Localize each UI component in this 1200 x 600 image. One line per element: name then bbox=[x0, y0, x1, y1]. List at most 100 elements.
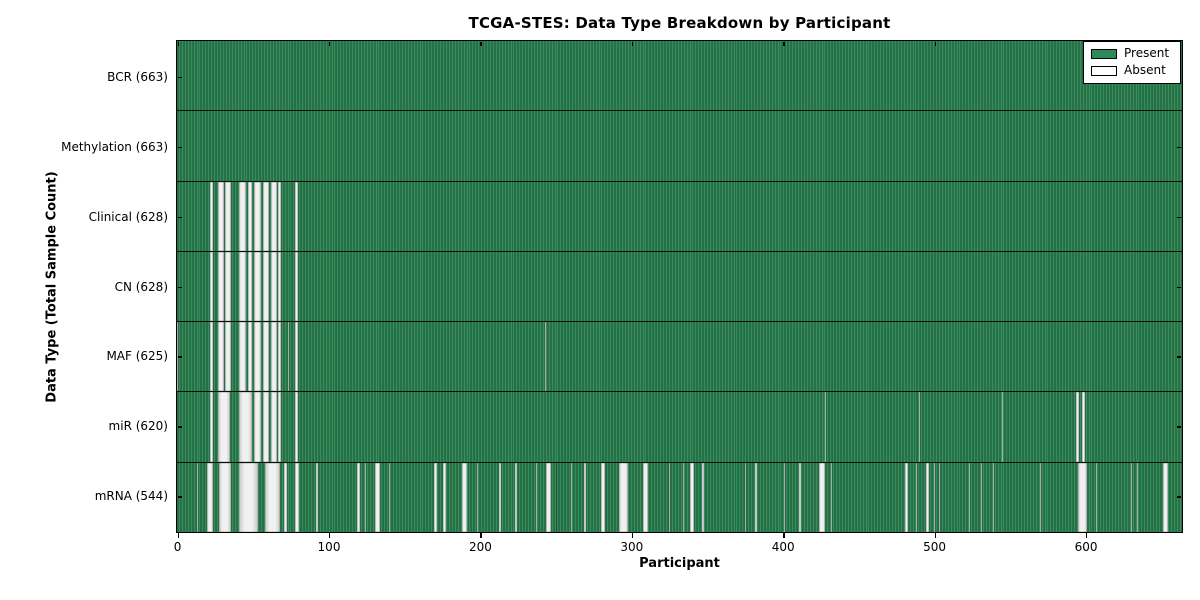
absent-stripe bbox=[316, 462, 318, 532]
absent-stripe bbox=[217, 322, 224, 392]
row-Clinical bbox=[177, 181, 1182, 252]
absent-stripe bbox=[239, 181, 247, 251]
y-tick-label-Clinical: Clinical (628) bbox=[88, 209, 168, 224]
absent-stripe bbox=[702, 462, 704, 532]
absent-stripe bbox=[1130, 462, 1133, 532]
chart-title: TCGA-STES: Data Type Breakdown by Partic… bbox=[468, 14, 891, 32]
absent-stripe bbox=[934, 462, 936, 532]
row-mRNA bbox=[177, 462, 1182, 532]
y-tick-label-Methylation: Methylation (663) bbox=[61, 139, 168, 154]
absent-stripe bbox=[210, 251, 213, 322]
absent-stripe bbox=[278, 251, 282, 322]
absent-stripe bbox=[1077, 462, 1087, 532]
y-tick-label-CN: CN (628) bbox=[114, 279, 168, 294]
x-tick-top bbox=[631, 41, 634, 47]
absent-stripe bbox=[915, 462, 918, 532]
absent-stripe bbox=[1082, 392, 1086, 462]
absent-stripe bbox=[619, 462, 628, 532]
x-axis-label: Participant bbox=[639, 556, 720, 571]
x-tick bbox=[934, 533, 936, 538]
absent-stripe bbox=[544, 322, 547, 392]
x-tick bbox=[480, 533, 482, 538]
absent-stripe bbox=[755, 462, 757, 532]
absent-stripe bbox=[295, 181, 298, 251]
absent-stripe bbox=[270, 251, 277, 322]
absent-stripe bbox=[461, 462, 468, 532]
absent-stripe bbox=[295, 462, 300, 532]
absent-stripe bbox=[248, 322, 253, 392]
absent-stripe bbox=[1076, 392, 1079, 462]
row-CN bbox=[177, 251, 1182, 323]
absent-stripe bbox=[993, 462, 995, 532]
absent-stripe bbox=[196, 462, 198, 532]
x-tick-label: 600 bbox=[1074, 540, 1098, 554]
legend-item-present: Present bbox=[1091, 47, 1173, 60]
absent-stripe bbox=[690, 462, 695, 532]
absent-stripe bbox=[669, 462, 671, 532]
absent-stripe bbox=[799, 462, 801, 532]
x-tick-label: 400 bbox=[771, 540, 795, 554]
absent-stripe bbox=[239, 462, 259, 532]
absent-stripe bbox=[254, 181, 262, 251]
absent-stripe bbox=[263, 181, 269, 251]
y-tick-left bbox=[177, 216, 183, 218]
y-tick-label-BCR: BCR (663) bbox=[107, 69, 168, 84]
x-tick-label: 200 bbox=[468, 540, 492, 554]
x-tick-top bbox=[783, 41, 785, 47]
y-tick-right bbox=[1176, 426, 1182, 428]
plot-area bbox=[176, 40, 1183, 533]
absent-stripe bbox=[918, 392, 921, 462]
absent-stripe bbox=[682, 462, 684, 532]
absent-stripe bbox=[1002, 392, 1004, 462]
absent-swatch-icon bbox=[1091, 65, 1117, 76]
row-BCR bbox=[177, 41, 1182, 112]
absent-stripe bbox=[443, 462, 447, 532]
y-tick-right bbox=[1176, 356, 1182, 358]
absent-stripe bbox=[270, 322, 277, 392]
absent-stripe bbox=[263, 251, 269, 322]
absent-stripe bbox=[263, 322, 269, 392]
absent-stripe bbox=[248, 181, 253, 251]
row-Methylation bbox=[177, 111, 1182, 182]
absent-stripe bbox=[1039, 462, 1042, 532]
x-tick-top bbox=[934, 41, 936, 47]
absent-stripe bbox=[239, 392, 253, 462]
present-swatch-icon bbox=[1091, 48, 1117, 59]
absent-stripe bbox=[264, 462, 280, 532]
x-tick-label: 100 bbox=[317, 540, 341, 554]
legend: Present Absent bbox=[1083, 41, 1181, 84]
absent-stripe bbox=[270, 181, 277, 251]
absent-stripe bbox=[284, 462, 288, 532]
absent-stripe bbox=[225, 181, 232, 251]
absent-stripe bbox=[217, 392, 230, 462]
absent-stripe bbox=[926, 462, 930, 532]
absent-stripe bbox=[938, 462, 940, 532]
absent-stripe bbox=[1096, 462, 1098, 532]
row-miR bbox=[177, 392, 1182, 463]
x-tick bbox=[631, 533, 634, 538]
absent-stripe bbox=[217, 181, 224, 251]
x-tick-label: 300 bbox=[620, 540, 644, 554]
y-tick-right bbox=[1176, 216, 1182, 218]
absent-stripe bbox=[210, 392, 213, 462]
absent-stripe bbox=[278, 322, 282, 392]
x-tick-top bbox=[329, 41, 331, 47]
x-tick-top bbox=[177, 41, 179, 47]
absent-stripe bbox=[239, 251, 247, 322]
y-tick-label-mRNA: mRNA (544) bbox=[94, 489, 168, 504]
legend-label-present: Present bbox=[1124, 46, 1170, 60]
legend-item-absent: Absent bbox=[1091, 64, 1173, 77]
absent-stripe bbox=[217, 251, 224, 322]
absent-stripe bbox=[287, 322, 289, 392]
absent-stripe bbox=[968, 462, 971, 532]
absent-stripe bbox=[295, 251, 298, 322]
absent-stripe bbox=[210, 322, 213, 392]
absent-stripe bbox=[254, 251, 262, 322]
absent-stripe bbox=[905, 462, 908, 532]
absent-stripe bbox=[818, 462, 825, 532]
absent-stripe bbox=[831, 462, 833, 532]
absent-stripe bbox=[643, 462, 648, 532]
y-tick-left bbox=[177, 356, 183, 358]
row-MAF bbox=[177, 322, 1182, 393]
y-tick-left bbox=[177, 76, 183, 78]
